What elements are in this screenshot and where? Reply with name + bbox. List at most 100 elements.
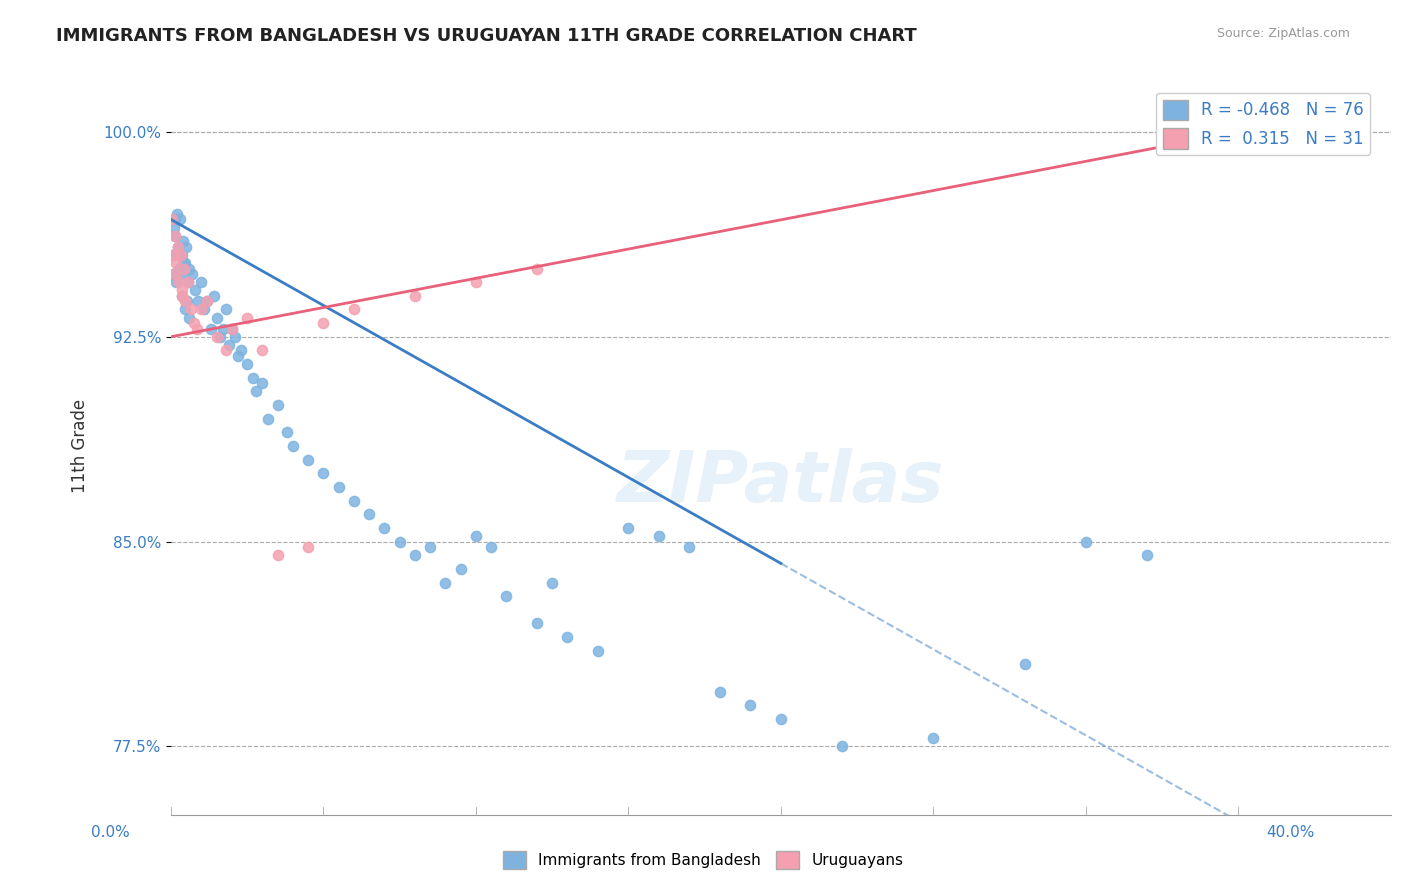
Point	[312, 316, 335, 330]
Point	[557, 630, 579, 644]
Point	[297, 540, 319, 554]
Point	[190, 302, 212, 317]
Point	[166, 240, 188, 254]
Point	[388, 534, 411, 549]
Point	[173, 256, 195, 270]
Text: ZIPatlas: ZIPatlas	[617, 449, 945, 517]
Y-axis label: 11th Grade: 11th Grade	[72, 399, 89, 493]
Point	[172, 234, 194, 248]
Text: 40.0%: 40.0%	[1267, 825, 1315, 839]
Point	[922, 731, 945, 745]
Point	[173, 256, 195, 270]
Point	[648, 529, 671, 543]
Point	[678, 540, 700, 554]
Point	[162, 212, 184, 227]
Point	[221, 321, 243, 335]
Point	[208, 330, 231, 344]
Point	[236, 310, 259, 325]
Point	[479, 540, 502, 554]
Point	[165, 256, 187, 270]
Point	[197, 294, 219, 309]
Point	[328, 480, 350, 494]
Point	[162, 248, 184, 262]
Point	[434, 575, 457, 590]
Point	[187, 294, 209, 309]
Point	[186, 321, 208, 335]
Point	[167, 240, 190, 254]
Point	[169, 248, 191, 262]
Point	[211, 321, 233, 335]
Text: Source: ZipAtlas.com: Source: ZipAtlas.com	[1216, 27, 1350, 40]
Point	[172, 289, 194, 303]
Point	[343, 302, 366, 317]
Point	[245, 384, 267, 399]
Point	[495, 589, 517, 603]
Point	[163, 212, 186, 227]
Point	[224, 330, 246, 344]
Point	[176, 275, 198, 289]
Point	[165, 228, 187, 243]
Point	[163, 220, 186, 235]
Point	[170, 248, 193, 262]
Point	[242, 370, 264, 384]
Point	[169, 267, 191, 281]
Point	[266, 548, 288, 562]
Point	[252, 343, 274, 358]
Point	[174, 240, 197, 254]
Point	[586, 644, 609, 658]
Point	[709, 684, 731, 698]
Point	[526, 261, 548, 276]
Point	[1227, 125, 1250, 139]
Point	[266, 398, 288, 412]
Point	[184, 284, 207, 298]
Point	[166, 207, 188, 221]
Point	[174, 294, 197, 309]
Point	[343, 493, 366, 508]
Point	[464, 529, 486, 543]
Point	[215, 343, 238, 358]
Point	[617, 521, 640, 535]
Text: 0.0%: 0.0%	[91, 825, 131, 839]
Point	[1014, 657, 1036, 672]
Point	[450, 562, 472, 576]
Point	[215, 302, 238, 317]
Point	[404, 548, 426, 562]
Point	[221, 321, 243, 335]
Point	[197, 294, 219, 309]
Point	[169, 212, 191, 227]
Point	[179, 261, 201, 276]
Point	[359, 508, 381, 522]
Point	[172, 284, 194, 298]
Point	[236, 357, 259, 371]
Legend: R = -0.468   N = 76, R =  0.315   N = 31: R = -0.468 N = 76, R = 0.315 N = 31	[1156, 93, 1371, 155]
Point	[176, 275, 198, 289]
Point	[200, 321, 222, 335]
Point	[226, 349, 249, 363]
Point	[404, 289, 426, 303]
Point	[373, 521, 395, 535]
Point	[163, 228, 186, 243]
Point	[541, 575, 564, 590]
Point	[169, 261, 191, 276]
Point	[162, 267, 184, 281]
Point	[193, 302, 215, 317]
Point	[173, 261, 195, 276]
Point	[740, 698, 762, 713]
Point	[526, 616, 548, 631]
Point	[165, 275, 187, 289]
Point	[281, 439, 304, 453]
Point	[170, 289, 193, 303]
Point	[257, 411, 280, 425]
Point	[218, 338, 240, 352]
Point	[297, 452, 319, 467]
Point	[174, 302, 197, 317]
Text: IMMIGRANTS FROM BANGLADESH VS URUGUAYAN 11TH GRADE CORRELATION CHART: IMMIGRANTS FROM BANGLADESH VS URUGUAYAN …	[56, 27, 917, 45]
Point	[831, 739, 853, 754]
Point	[190, 275, 212, 289]
Point	[1136, 548, 1159, 562]
Point	[202, 289, 225, 303]
Point	[229, 343, 252, 358]
Point	[276, 425, 298, 440]
Point	[205, 330, 228, 344]
Point	[180, 302, 202, 317]
